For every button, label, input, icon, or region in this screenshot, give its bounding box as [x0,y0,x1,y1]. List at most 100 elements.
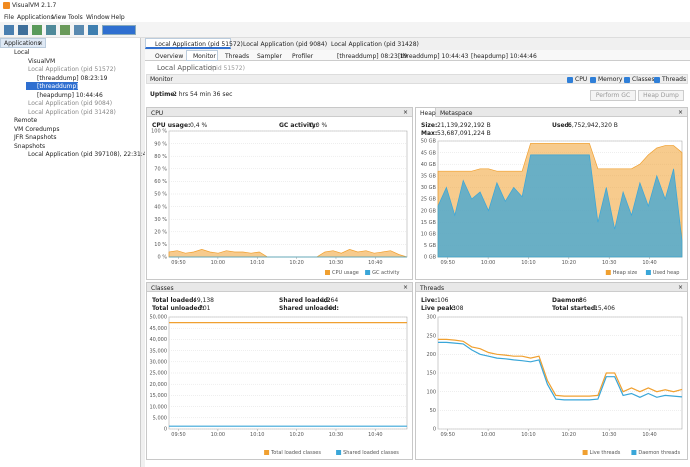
y-tick-label: 10,000 [150,404,168,410]
tree-item[interactable]: Remote [14,117,38,124]
tree-item[interactable]: JFR Snapshots [14,134,57,141]
subtab[interactable]: Sampler [257,53,282,60]
close-icon[interactable]: × [677,109,683,116]
chart: 0 5,000 10,000 15,000 20,000 25,000 30,000 35,0… [150,315,408,456]
tab-label[interactable]: Local Application (pid 31428) [331,41,419,48]
y-tick-label: 20 % [154,230,167,236]
toolbar-button[interactable] [4,25,14,35]
subtab[interactable]: [threaddump] 08:23:19 [337,53,408,60]
subtab[interactable]: Profiler [292,53,314,60]
legend-swatch [605,270,611,275]
toolbar-button[interactable] [18,25,28,35]
tree-item[interactable]: Snapshots [14,142,46,150]
y-tick-label: 10 % [154,242,167,248]
legend-swatch [631,450,637,455]
y-tick-label: 15,000 [150,393,168,399]
stat-label: Used: [552,122,572,129]
tree-item[interactable]: [heapdump] 10:44:46 [37,91,103,99]
menu-item[interactable]: Window [86,14,110,21]
y-tick-label: 40 GB [421,162,437,168]
x-tick-label: 10:10 [521,260,535,266]
toolbar-button[interactable] [88,25,98,35]
checkbox[interactable]: Memory [590,76,622,83]
subtab[interactable]: Overview [155,53,184,60]
menu-item[interactable]: Applications [17,14,54,21]
menu-item[interactable]: Tools [68,14,83,21]
stat-value: 1,264 [321,297,339,304]
panel-tab-label[interactable]: Metaspace [440,109,473,117]
checkbox[interactable]: CPU [567,76,587,83]
legend-swatch [264,450,270,455]
toolbar-button[interactable] [46,25,56,35]
toolbar-button[interactable] [32,25,42,35]
sidebar-tab[interactable] [0,38,46,48]
menu-bar: File Applications View Tools Window Help [0,12,690,22]
tree-item[interactable]: Local Application (pid 31428) [28,108,116,116]
stat-label: Size: [421,122,438,129]
close-icon[interactable]: × [402,109,408,116]
panel-tab-label: Heap [420,109,436,117]
tree-item[interactable]: Local Application (pid 397108), 22:31:43 [28,151,151,158]
tree-item[interactable]: Local Application (pid 9084) [28,100,113,107]
menu-item[interactable]: View [52,14,67,21]
x-tick-label: 09:50 [441,260,455,266]
close-icon[interactable]: × [677,284,683,291]
subtab[interactable]: Threads [225,53,250,60]
threads-panel: Threads × Live: 106 Daemon: 86 Live peak… [415,282,688,460]
panel-header [416,283,687,292]
chart: 0 % 10 % 20 % 30 % 40 % 50 % 60 % 70 % 80 % 90 % 1… [151,129,408,276]
legend-label: Heap size [613,270,637,276]
subtab[interactable]: [threaddump] 10:44:43 [398,53,469,60]
legend-swatch [645,270,651,275]
x-tick-label: 10:10 [250,260,264,266]
tree-item[interactable]: Local [14,49,30,56]
y-tick-label: 30,000 [150,360,168,366]
x-tick-label: 10:10 [521,432,535,438]
x-tick-label: 10:30 [329,432,343,438]
panel-tab[interactable] [416,108,436,117]
document-tab[interactable] [145,38,231,49]
app-header: Local Application [157,64,217,72]
legend-label: Live threads [590,450,621,456]
checkbox[interactable]: Classes [624,76,655,83]
uptime-label: Uptime: [150,91,177,98]
tab-label[interactable]: Local Application (pid 9084) [243,41,328,48]
menu-item[interactable]: Help [111,14,125,21]
tree-item[interactable]: VisualVM [28,57,56,65]
legend-label: CPU usage [332,270,359,276]
x-tick-label: 10:20 [289,260,303,266]
chart: 0 50 100 150 200 250 300 09:50 10:00 10:10 10:20 10… [426,315,683,456]
tree-selection [26,82,78,90]
x-tick-label: 10:30 [602,260,616,266]
heap-dump-button[interactable]: Heap Dump [638,90,684,101]
stat-label: Shared unloaded: [279,305,339,312]
tree-item[interactable]: VM Coredumps [14,125,60,133]
stat-label: Total started: [552,305,598,312]
y-tick-label: 50 [430,408,436,414]
legend-label: Used heap [653,270,680,276]
tree-item[interactable]: [threaddump] 10:44:43 [37,83,108,90]
subtab[interactable]: [heapdump] 10:44:46 [471,53,537,60]
y-tick-label: 45,000 [150,326,168,332]
classes-panel: Classes × Total loaded: 49,138 Shared lo… [146,282,413,460]
x-tick-label: 10:30 [329,260,343,266]
toolbar-button[interactable] [60,25,70,35]
x-tick-label: 10:10 [250,432,264,438]
cpu-panel: CPU × CPU usage: 0,4 % GC activity: 0,0 … [146,107,413,280]
stat-label: Total loaded: [152,297,196,304]
checkbox-label: Classes [632,76,655,83]
close-icon[interactable]: × [38,40,44,47]
chart: 0 GB 5 GB 10 GB 15 GB 20 GB 25 GB 30 GB 35 GB 40… [421,139,683,276]
close-icon[interactable]: × [402,284,408,291]
y-tick-label: 80 % [154,154,167,160]
tree-item[interactable]: [threaddump] 08:23:19 [37,74,108,82]
y-tick-label: 0 % [157,255,167,261]
tree-item[interactable]: Local Application (pid 51572) [28,66,116,73]
checkbox[interactable]: Threads [654,76,686,83]
toolbar-button[interactable] [74,25,84,35]
toolbar-button[interactable] [102,25,136,35]
subtab[interactable]: Monitor [193,53,216,60]
x-tick-label: 09:50 [171,432,185,438]
perform-gc-button[interactable]: Perform GC [590,90,636,101]
menu-item[interactable]: File [4,14,15,21]
